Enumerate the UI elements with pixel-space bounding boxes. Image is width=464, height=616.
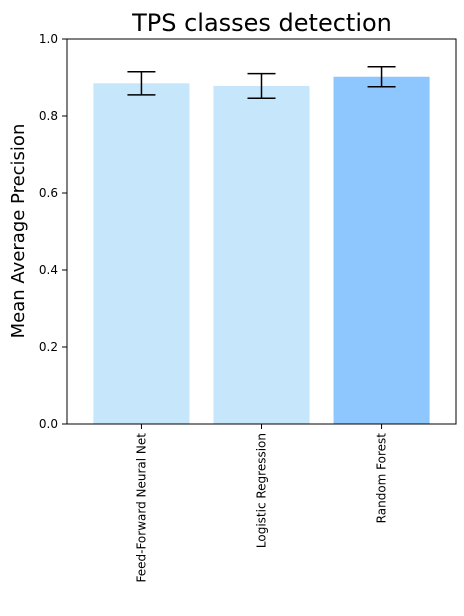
x-ticks-group: Feed-Forward Neural Net Logistic Regressi… <box>134 424 389 583</box>
bar <box>213 85 310 424</box>
bars-group <box>93 76 430 425</box>
y-ticks-group: 0.0 0.2 0.4 0.6 0.8 1.0 <box>39 32 67 431</box>
error-bars-group <box>127 65 396 100</box>
bar <box>333 76 430 424</box>
y-tick-label: 0.2 <box>39 340 58 354</box>
bar <box>93 83 190 425</box>
y-tick-label: 1.0 <box>39 32 58 46</box>
chart-title: TPS classes detection <box>131 9 392 37</box>
x-tick-label: Feed-Forward Neural Net <box>134 433 148 583</box>
x-tick-label: Random Forest <box>375 433 389 524</box>
x-tick-label: Logistic Regression <box>255 433 269 548</box>
y-tick-label: 0.4 <box>39 263 58 277</box>
y-tick-label: 0.6 <box>39 186 58 200</box>
plot-frame <box>66 38 457 425</box>
y-tick-label: 0.0 <box>39 417 58 431</box>
y-axis-label: Mean Average Precision <box>8 124 29 339</box>
y-tick-label: 0.8 <box>39 109 58 123</box>
